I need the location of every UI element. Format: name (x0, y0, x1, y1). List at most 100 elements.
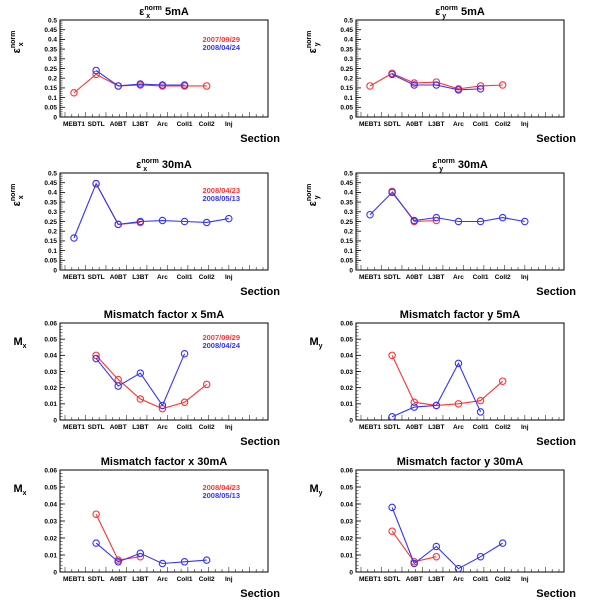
x-axis-label: Section (240, 436, 280, 448)
series-point-2 (180, 217, 189, 226)
y-tick-label: 0.4 (48, 190, 57, 197)
series-point-2 (92, 179, 100, 188)
y-tick-label: 0.3 (48, 56, 57, 63)
x-tick-label: Coll1 (177, 121, 193, 128)
x-tick-label: Arc (157, 576, 168, 583)
legend-entry: 2008/04/23 (202, 483, 240, 492)
y-tick-label: 0.2 (344, 76, 353, 83)
y-tick-label: 0.01 (340, 401, 353, 408)
y-tick-label: 0.25 (340, 219, 353, 226)
x-tick-label: Inj (225, 121, 233, 128)
chart-panel-2: 0 0.05 0.1 0.15 0.2 0.25 0.3 0.35 0.4 0.45 0.5 MEBT… (306, 5, 576, 145)
x-tick-label: MEBT1 (359, 576, 381, 583)
series-point-2 (432, 542, 441, 551)
x-tick-label: Coll2 (199, 121, 215, 128)
series-point-2 (158, 401, 167, 410)
series-point-1 (366, 82, 374, 90)
y-tick-label: 0.04 (44, 353, 57, 360)
x-tick-label: Coll1 (177, 576, 193, 583)
series-line-1 (391, 530, 437, 563)
y-tick-label: 0.04 (340, 353, 353, 360)
chart-panel-7: 0 0.01 0.02 0.03 0.04 0.05 0.06 MEBT1 SDTL A0BT L3… (13, 456, 280, 600)
series-point-2 (180, 349, 189, 358)
y-tick-label: 0.5 (344, 170, 353, 177)
y-axis-label: My (309, 483, 322, 497)
series-point-1 (432, 552, 441, 561)
x-axis-label: Section (536, 436, 576, 448)
y-tick-label: 0.05 (44, 484, 57, 491)
x-tick-label: MEBT1 (359, 424, 381, 431)
x-tick-label: Inj (521, 424, 529, 431)
series-point-2 (180, 81, 189, 89)
series-point-2 (388, 413, 396, 421)
series-point-2 (202, 218, 211, 227)
x-tick-label: L3BT (428, 274, 444, 281)
x-tick-label: Coll2 (199, 424, 215, 431)
series-line-2 (95, 353, 186, 407)
x-tick-label: A0BT (110, 576, 127, 583)
y-tick-label: 0.06 (44, 467, 57, 474)
x-tick-label: SDTL (384, 576, 401, 583)
y-tick-label: 0.2 (48, 76, 57, 83)
y-tick-label: 0.35 (44, 46, 57, 53)
x-tick-label: Arc (453, 576, 464, 583)
legend-entry: 2008/04/24 (202, 341, 240, 350)
y-tick-label: 0 (53, 267, 57, 274)
x-tick-label: Arc (453, 424, 464, 431)
y-tick-label: 0.05 (340, 258, 353, 265)
chart-title: Mismatch factor x 30mA (101, 456, 228, 468)
y-tick-label: 0.04 (340, 501, 353, 508)
series-point-2 (70, 234, 78, 242)
series-point-2 (158, 81, 167, 89)
y-tick-label: 0.5 (48, 17, 57, 24)
series-point-2 (410, 403, 418, 411)
y-tick-label: 0.2 (344, 229, 353, 236)
series-point-2 (202, 556, 211, 564)
series-point-1 (136, 395, 145, 403)
series-line-1 (391, 355, 504, 407)
y-tick-label: 0.35 (44, 199, 57, 206)
x-tick-label: Inj (521, 121, 529, 128)
series-point-2 (136, 80, 145, 88)
y-tick-label: 0 (349, 569, 353, 576)
series-line-1 (95, 354, 208, 410)
y-tick-label: 0.1 (344, 248, 353, 255)
y-tick-label: 0.03 (44, 369, 57, 376)
x-tick-label: L3BT (132, 121, 148, 128)
y-tick-label: 0.04 (44, 501, 57, 508)
plot-frame (355, 322, 565, 421)
x-tick-label: L3BT (428, 576, 444, 583)
y-tick-label: 0.05 (340, 484, 353, 491)
series-point-2 (476, 217, 485, 226)
y-tick-label: 0.25 (44, 219, 57, 226)
chart-panel-3: 0 0.05 0.1 0.15 0.2 0.25 0.3 0.35 0.4 0.45 0.5 MEBT… (10, 158, 280, 298)
y-tick-label: 0.05 (340, 336, 353, 343)
series-point-1 (202, 380, 211, 389)
y-tick-label: 0.06 (340, 467, 353, 474)
series-line-1 (95, 183, 141, 225)
x-tick-label: Coll2 (495, 274, 511, 281)
y-tick-label: 0.15 (340, 85, 353, 92)
y-tick-label: 0.3 (344, 56, 353, 63)
series-point-2 (432, 81, 441, 89)
series-line-2 (95, 542, 207, 565)
series-point-2 (454, 86, 463, 94)
x-tick-label: Coll2 (495, 424, 511, 431)
y-tick-label: 0.03 (44, 518, 57, 525)
x-tick-label: Coll2 (495, 576, 511, 583)
x-tick-label: Inj (225, 274, 233, 281)
series-point-1 (454, 400, 463, 408)
x-tick-label: Inj (521, 576, 529, 583)
y-axis-label: εnormx (10, 31, 25, 54)
series-point-1 (70, 89, 78, 97)
x-tick-label: A0BT (110, 274, 127, 281)
x-tick-label: Coll1 (473, 576, 489, 583)
x-tick-label: A0BT (110, 424, 127, 431)
chart-title: εnorm y 5mA (435, 5, 485, 20)
y-tick-label: 0.35 (340, 199, 353, 206)
series-point-2 (136, 217, 145, 226)
y-tick-label: 0.45 (44, 180, 57, 187)
y-tick-label: 0.05 (340, 105, 353, 112)
